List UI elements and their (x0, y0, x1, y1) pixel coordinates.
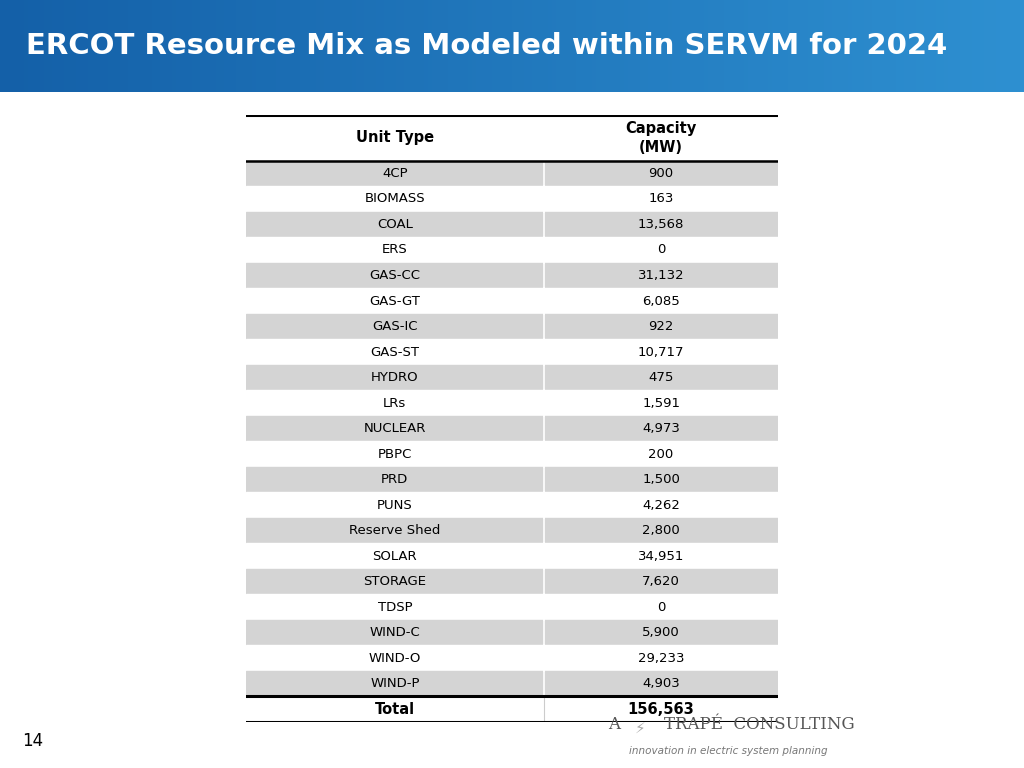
Bar (246, 569, 778, 594)
Text: 4,262: 4,262 (642, 498, 680, 511)
Text: WIND-C: WIND-C (370, 626, 420, 639)
Bar (246, 339, 778, 365)
Bar (246, 365, 778, 390)
Text: COAL: COAL (377, 218, 413, 231)
Text: ERCOT Resource Mix as Modeled within SERVM for 2024: ERCOT Resource Mix as Modeled within SER… (26, 32, 947, 60)
Bar (246, 442, 778, 467)
Text: 31,132: 31,132 (638, 269, 684, 282)
Text: PRD: PRD (381, 473, 409, 486)
Text: 900: 900 (648, 167, 674, 180)
Text: Capacity
(MW): Capacity (MW) (626, 121, 696, 154)
Text: PUNS: PUNS (377, 498, 413, 511)
Text: 34,951: 34,951 (638, 550, 684, 563)
Text: Reserve Shed: Reserve Shed (349, 524, 440, 537)
Text: PBPC: PBPC (378, 448, 412, 461)
Bar (246, 186, 778, 212)
Bar (246, 544, 778, 569)
Bar (246, 390, 778, 415)
Text: 1,500: 1,500 (642, 473, 680, 486)
Bar (246, 492, 778, 518)
Text: ⚡: ⚡ (635, 720, 645, 736)
Text: 4CP: 4CP (382, 167, 408, 180)
Text: STORAGE: STORAGE (364, 575, 426, 588)
Text: 10,717: 10,717 (638, 346, 684, 359)
Bar (246, 161, 778, 186)
Text: 475: 475 (648, 371, 674, 384)
Text: HYDRO: HYDRO (371, 371, 419, 384)
Text: 13,568: 13,568 (638, 218, 684, 231)
Text: 163: 163 (648, 193, 674, 206)
Text: 14: 14 (23, 732, 44, 750)
Text: 922: 922 (648, 320, 674, 333)
Text: LRs: LRs (383, 396, 407, 409)
Bar (246, 467, 778, 492)
Text: ERS: ERS (382, 243, 408, 257)
Text: GAS-GT: GAS-GT (370, 294, 420, 307)
Bar (246, 620, 778, 645)
Text: 2,800: 2,800 (642, 524, 680, 537)
Text: 5,900: 5,900 (642, 626, 680, 639)
Text: Unit Type: Unit Type (355, 131, 434, 145)
Bar (246, 518, 778, 544)
Bar (246, 212, 778, 237)
Text: 200: 200 (648, 448, 674, 461)
Bar (246, 415, 778, 442)
Bar (246, 697, 778, 722)
Bar (246, 594, 778, 620)
Text: GAS-CC: GAS-CC (370, 269, 421, 282)
Bar (246, 314, 778, 339)
Bar (246, 237, 778, 263)
Text: 4,973: 4,973 (642, 422, 680, 435)
Bar (246, 645, 778, 671)
Text: 1,591: 1,591 (642, 396, 680, 409)
Text: 0: 0 (657, 243, 666, 257)
Text: BIOMASS: BIOMASS (365, 193, 425, 206)
Text: SOLAR: SOLAR (373, 550, 417, 563)
Text: 7,620: 7,620 (642, 575, 680, 588)
Text: innovation in electric system planning: innovation in electric system planning (630, 746, 828, 756)
Text: WIND-O: WIND-O (369, 652, 421, 664)
Text: 29,233: 29,233 (638, 652, 684, 664)
Bar (246, 671, 778, 697)
Text: WIND-P: WIND-P (370, 677, 420, 690)
Text: 0: 0 (657, 601, 666, 614)
Text: 156,563: 156,563 (628, 702, 694, 717)
Text: Total: Total (375, 702, 415, 717)
Text: GAS-ST: GAS-ST (371, 346, 420, 359)
Text: 4,903: 4,903 (642, 677, 680, 690)
Text: TDSP: TDSP (378, 601, 413, 614)
Bar (246, 263, 778, 288)
Bar (246, 288, 778, 314)
Text: A: A (608, 717, 620, 733)
Text: NUCLEAR: NUCLEAR (364, 422, 426, 435)
Text: 6,085: 6,085 (642, 294, 680, 307)
Text: GAS-IC: GAS-IC (372, 320, 418, 333)
Text: TRAPÉ  CONSULTING: TRAPÉ CONSULTING (664, 717, 854, 733)
